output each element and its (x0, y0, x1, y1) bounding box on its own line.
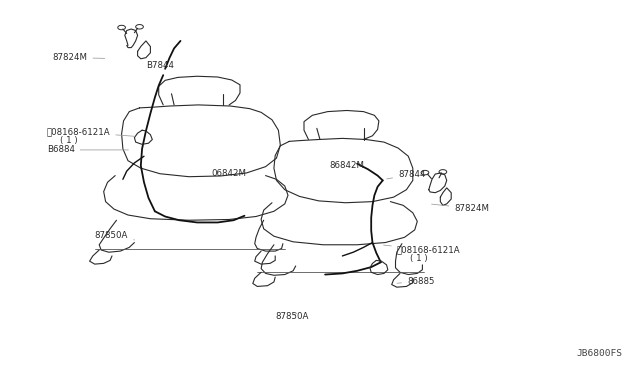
Text: ( 1 ): ( 1 ) (410, 254, 428, 263)
Text: B7844: B7844 (146, 61, 174, 70)
Text: 87850A: 87850A (95, 231, 134, 240)
Text: B6884: B6884 (47, 145, 129, 154)
Text: ( 1 ): ( 1 ) (60, 136, 77, 145)
Text: Ⓢ08168-6121A: Ⓢ08168-6121A (383, 245, 460, 254)
Text: 86842M: 86842M (330, 161, 365, 170)
Text: JB6800FS: JB6800FS (576, 349, 622, 358)
Text: 86885: 86885 (397, 277, 435, 286)
Text: 87850A: 87850A (275, 312, 308, 321)
Text: Ⓢ08168-6121A: Ⓢ08168-6121A (47, 128, 135, 137)
Text: 87824M: 87824M (431, 204, 490, 213)
Text: 87824M: 87824M (52, 53, 105, 62)
Text: 87844: 87844 (387, 170, 426, 179)
Text: 06842M: 06842M (211, 169, 246, 178)
